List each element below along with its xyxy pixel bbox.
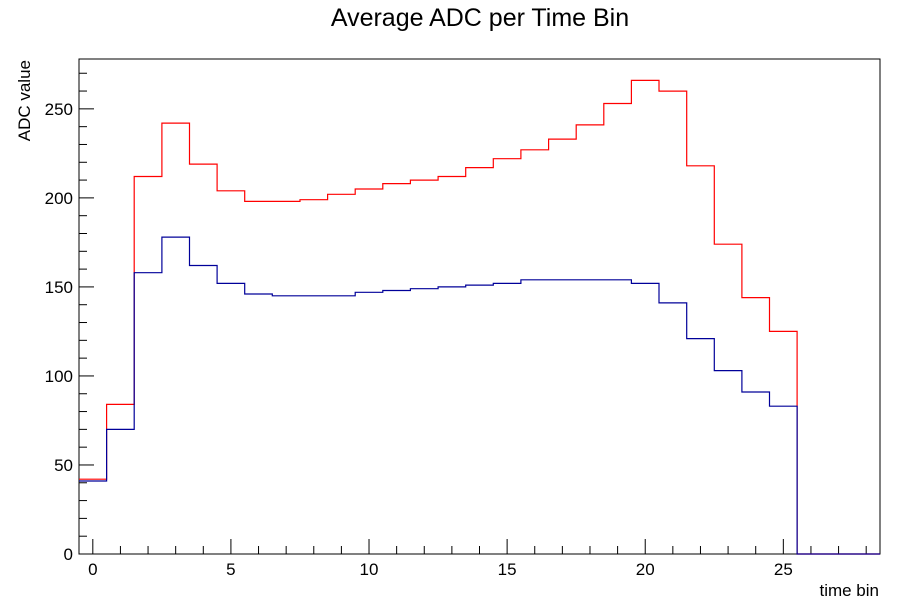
x-tick-label: 15 — [498, 560, 517, 579]
y-tick-label: 50 — [54, 456, 73, 475]
x-tick-label: 25 — [774, 560, 793, 579]
series-layer — [79, 79, 880, 555]
series-red-line — [79, 79, 880, 555]
plot-frame — [78, 58, 881, 555]
y-tick-label: 200 — [45, 189, 73, 208]
x-tick-label: 10 — [360, 560, 379, 579]
y-tick-label: 250 — [45, 100, 73, 119]
x-tick-label: 20 — [636, 560, 655, 579]
y-tick-label: 100 — [45, 367, 73, 386]
x-axis-label: time bin — [819, 581, 879, 600]
y-tick-label: 150 — [45, 278, 73, 297]
x-tick-label: 0 — [88, 560, 97, 579]
y-axis-label: ADC value — [15, 60, 34, 141]
axis-ticks: 0 50 100 150 200 250 0 5 10 15 20 25 — [45, 72, 867, 579]
y-tick-label: 0 — [64, 545, 73, 564]
chart-title: Average ADC per Time Bin — [331, 4, 629, 32]
x-tick-label: 5 — [226, 560, 235, 579]
series-blue-line — [79, 236, 880, 555]
